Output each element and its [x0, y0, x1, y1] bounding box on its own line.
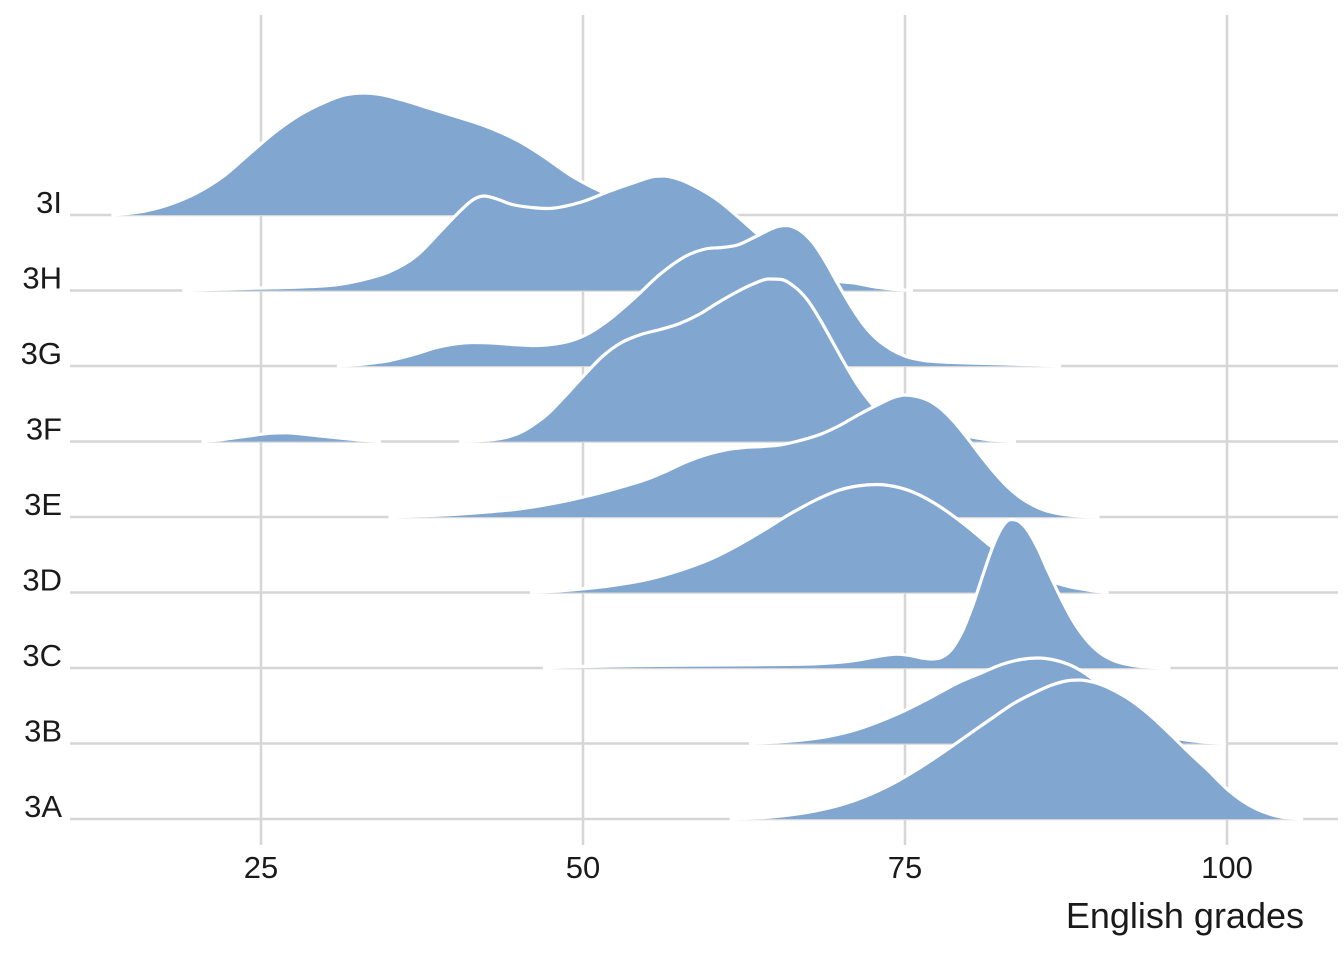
- ridge-outline-3F-1: [201, 431, 382, 444]
- ridge-fill-3D: [531, 484, 1108, 593]
- row-label-3A: 3A: [24, 789, 62, 824]
- x-tick-label-75: 75: [888, 850, 922, 885]
- x-tick-label-50: 50: [566, 850, 600, 885]
- row-label-3G: 3G: [21, 336, 62, 371]
- ridge-fill-3F-2: [460, 279, 1015, 442]
- ridge-fill-3E: [389, 395, 1099, 517]
- row-label-3D: 3D: [22, 563, 62, 598]
- x-tick-label-25: 25: [244, 850, 278, 885]
- ridge-outline-3A: [729, 678, 1304, 821]
- ridge-fill-3F-1: [203, 432, 380, 442]
- ridge-fill-3G: [338, 225, 1060, 366]
- ridge-outline-3E: [388, 393, 1100, 519]
- row-label-3H: 3H: [22, 261, 62, 296]
- ridge-outline-3G: [336, 223, 1062, 368]
- row-label-3E: 3E: [24, 487, 62, 522]
- ridges: [111, 91, 1304, 821]
- row-label-3F: 3F: [26, 412, 62, 447]
- row-label-3I: 3I: [36, 185, 62, 220]
- ridge-outline-3C: [542, 517, 1171, 670]
- ridge-fill-3A: [731, 680, 1302, 819]
- x-tick-label-100: 100: [1201, 850, 1253, 885]
- ridge-fill-3I: [112, 93, 725, 215]
- row-label-3B: 3B: [24, 714, 62, 749]
- x-axis-title: English grades: [1066, 895, 1304, 936]
- row-label-3C: 3C: [22, 638, 62, 673]
- axis-labels: 3I 3H 3G 3F 3E 3D 3C 3B 3A 25 50 75 100: [21, 185, 1253, 885]
- ridge-fill-3C: [544, 519, 1169, 668]
